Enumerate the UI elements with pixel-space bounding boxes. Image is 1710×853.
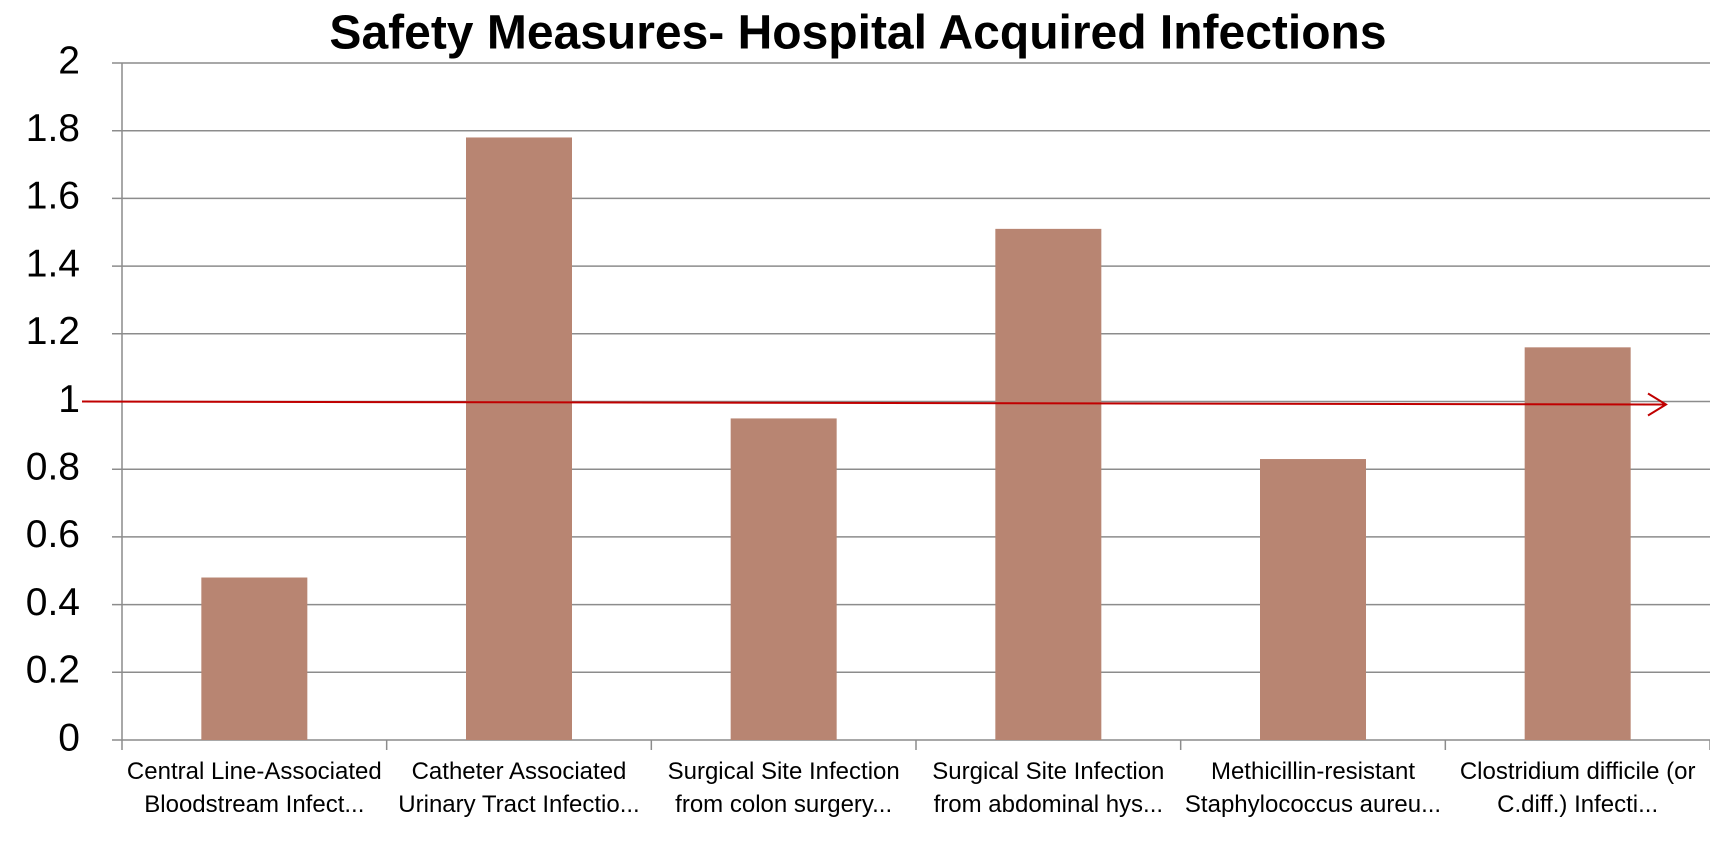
x-tick-label: Central Line-Associated Bloodstream Infe…	[126, 758, 382, 818]
y-tick-label: 1.2	[26, 310, 80, 353]
x-tick-label: Surgical Site Infection from colon surge…	[667, 758, 900, 818]
x-tick-label: Methicillin-resistant Staphylococcus aur…	[1184, 758, 1442, 818]
bar	[1260, 459, 1366, 740]
bar	[730, 418, 837, 740]
reference-arrowhead	[1647, 392, 1668, 417]
y-tick-label: 0	[58, 716, 80, 759]
reference-line	[81, 400, 1667, 406]
bar	[201, 577, 308, 740]
y-tick-label: 1	[58, 378, 80, 421]
y-tick-label: 0.8	[26, 445, 80, 488]
y-tick-label: 0.2	[26, 649, 80, 692]
y-tick-label: 0.4	[26, 581, 80, 624]
y-tick-label: 1.4	[26, 242, 80, 285]
bar	[466, 137, 572, 741]
x-tick-label: Clostridium difficile (or C.diff.) Infec…	[1459, 758, 1696, 818]
y-tick-label: 1.8	[26, 107, 80, 150]
bar	[995, 228, 1102, 741]
x-tick-label: Catheter Associated Urinary Tract Infect…	[398, 758, 640, 818]
y-tick-label: 1.6	[26, 175, 80, 218]
x-tick-label: Surgical Site Infection from abdominal h…	[932, 758, 1165, 818]
chart-title: Safety Measures- Hospital Acquired Infec…	[329, 7, 1386, 60]
bar	[1524, 347, 1631, 740]
y-tick-label: 2	[58, 39, 80, 82]
y-tick-label: 0.6	[26, 513, 80, 556]
